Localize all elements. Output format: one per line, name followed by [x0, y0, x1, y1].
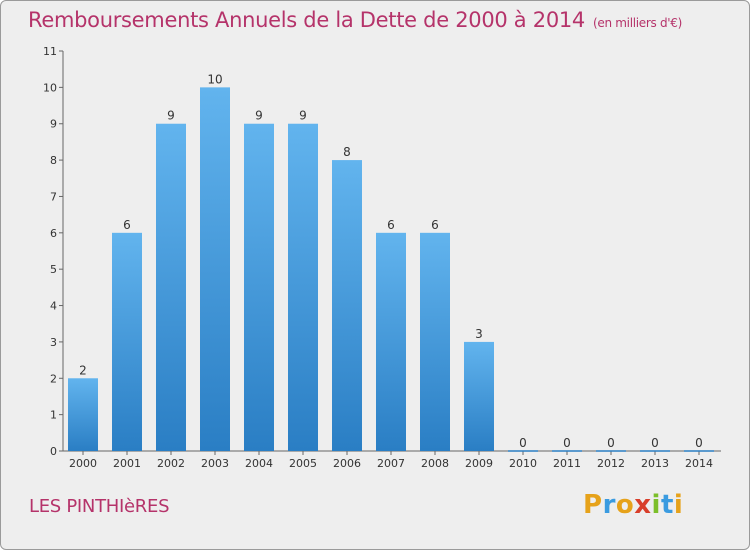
x-tick-label: 2008: [421, 457, 449, 470]
data-label: 6: [431, 218, 439, 232]
y-tick-label: 1: [50, 409, 57, 422]
x-tick-label: 2004: [245, 457, 273, 470]
data-label: 10: [207, 72, 222, 86]
x-tick-label: 2001: [113, 457, 141, 470]
bar: [200, 87, 230, 451]
commune-name: LES PINTHIèRES: [29, 496, 170, 517]
logo-letter: i: [673, 490, 684, 520]
y-tick-label: 11: [43, 45, 57, 58]
data-label: 9: [255, 109, 263, 123]
x-tick-label: 2011: [553, 457, 581, 470]
bar: [376, 232, 406, 451]
logo-letter: P: [583, 490, 603, 520]
y-tick-label: 0: [50, 445, 57, 458]
bar: [420, 232, 450, 451]
data-label: 6: [123, 218, 131, 232]
data-label: 0: [651, 436, 659, 450]
chart-subtitle: (en milliers d'€): [593, 16, 683, 30]
x-tick-label: 2003: [201, 457, 229, 470]
y-tick-label: 7: [50, 190, 57, 203]
chart-title: Remboursements Annuels de la Dette de 20…: [28, 8, 683, 32]
logo-letter: x: [634, 490, 652, 520]
x-tick-label: 2005: [289, 457, 317, 470]
bar: [112, 232, 142, 451]
x-tick-label: 2013: [641, 457, 669, 470]
y-tick-label: 10: [43, 81, 57, 94]
data-label: 0: [563, 436, 571, 450]
y-tick-label: 6: [50, 227, 57, 240]
logo-letter: o: [615, 490, 635, 520]
x-tick-label: 2000: [69, 457, 97, 470]
data-label: 9: [299, 109, 307, 123]
logo-letter: t: [660, 490, 674, 520]
x-tick-label: 2010: [509, 457, 537, 470]
data-label: 0: [695, 436, 703, 450]
data-label: 6: [387, 218, 395, 232]
data-label: 3: [475, 327, 483, 341]
x-tick-label: 2007: [377, 457, 405, 470]
y-tick-label: 8: [50, 154, 57, 167]
y-tick-label: 5: [50, 263, 57, 276]
bar: [332, 160, 362, 451]
bar: [156, 123, 186, 452]
data-label: 8: [343, 145, 351, 159]
data-label: 2: [79, 363, 87, 377]
bar: [244, 123, 274, 452]
logo-letter: r: [602, 490, 616, 520]
data-label: 0: [519, 436, 527, 450]
x-tick-label: 2002: [157, 457, 185, 470]
logo-letter: i: [651, 490, 661, 520]
proxiti-logo: Proxiti: [583, 490, 683, 520]
x-tick-label: 2012: [597, 457, 625, 470]
x-tick-label: 2006: [333, 457, 361, 470]
x-tick-label: 2014: [685, 457, 713, 470]
data-label: 0: [607, 436, 615, 450]
data-label: 9: [167, 109, 175, 123]
x-tick-label: 2009: [465, 457, 493, 470]
bar: [464, 341, 494, 451]
y-tick-label: 4: [50, 300, 57, 313]
y-tick-label: 3: [50, 336, 57, 349]
bar: [68, 378, 98, 451]
y-tick-label: 9: [50, 118, 57, 131]
y-tick-label: 2: [50, 372, 57, 385]
bar: [288, 123, 318, 452]
